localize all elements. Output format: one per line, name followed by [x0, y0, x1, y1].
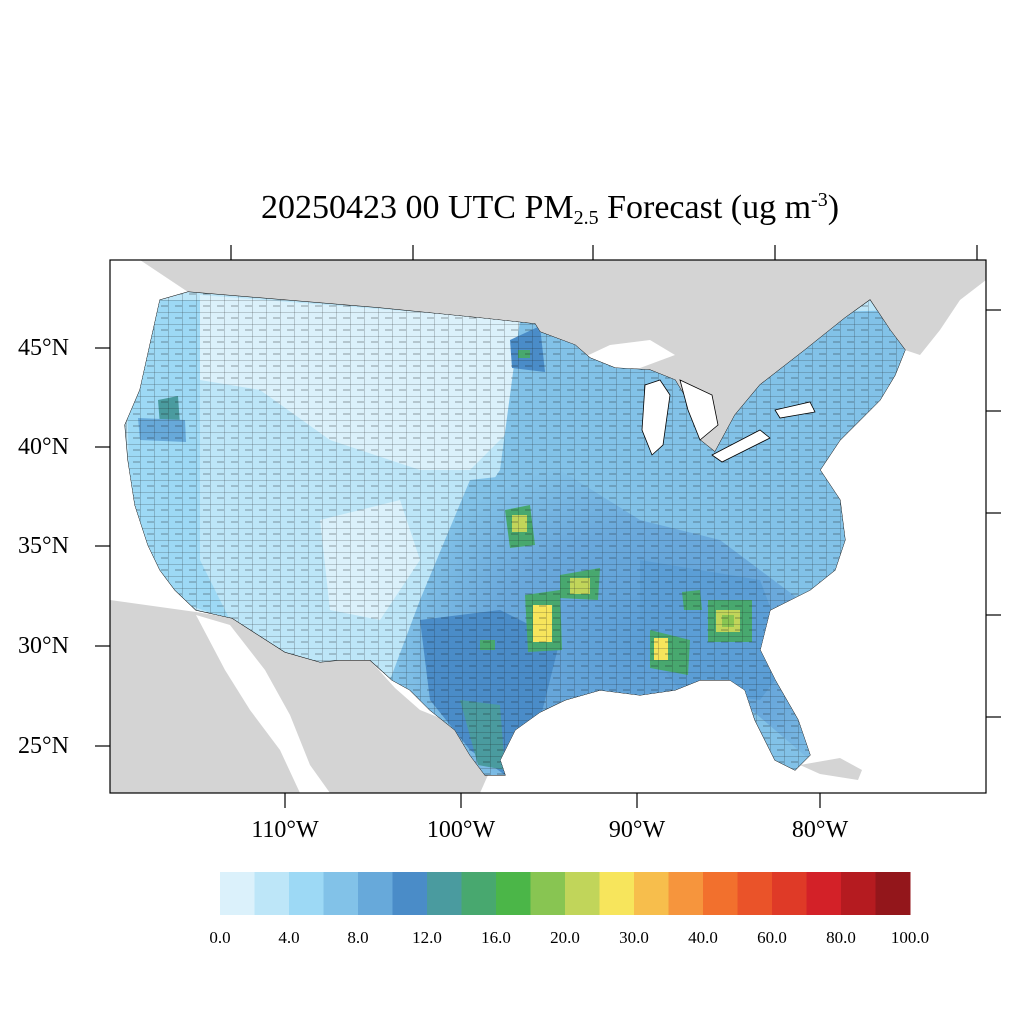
lake-michigan: [641, 379, 671, 456]
lat-label-25: 25°N: [18, 733, 69, 759]
colorbar-tick-label: 16.0: [481, 928, 511, 947]
cuba-landmass: [800, 758, 862, 780]
colorbar-swatch: [565, 872, 600, 915]
title-subscript: 2.5: [573, 207, 599, 229]
colorbar-swatch: [427, 872, 462, 915]
canada-landmass: [140, 260, 986, 452]
lat-label-40: 40°N: [18, 434, 69, 460]
colorbar-tick-label: 60.0: [757, 928, 787, 947]
colorbar-swatch: [323, 872, 359, 915]
colorbar-swatch: [358, 872, 393, 915]
lat-label-45: 45°N: [18, 335, 69, 361]
colorbar-swatches: [220, 872, 911, 915]
colorbar-swatch: [772, 872, 807, 915]
title-close: ): [827, 189, 840, 226]
colorbar-tick-label: 0.0: [209, 928, 231, 947]
tick-marks: [95, 245, 1001, 808]
title-prefix: 20250423 00 UTC PM: [260, 189, 574, 226]
lon-label-80w: 80°W: [791, 817, 849, 843]
colorbar-swatch: [392, 872, 428, 915]
colorbar-swatch: [530, 872, 566, 915]
lon-label-110w: 110°W: [251, 817, 319, 843]
colorbar-tick-label: 20.0: [550, 928, 580, 947]
title-superscript: -3: [811, 189, 828, 211]
colorbar-swatch: [496, 872, 531, 915]
lake-huron: [679, 379, 719, 441]
colorbar-swatch: [806, 872, 842, 915]
map-title: 20250423 00 UTC PM2.5 Forecast (ug m-3): [0, 186, 1024, 230]
lat-label-30: 30°N: [18, 633, 69, 659]
colorbar-swatch: [841, 872, 876, 915]
colorbar-swatch: [668, 872, 704, 915]
colorbar-tick-label: 100.0: [890, 928, 930, 947]
colorbar-tick-label: 12.0: [412, 928, 442, 947]
colorbar-tick-label: 80.0: [826, 928, 856, 947]
colorbar-tick-label: 40.0: [688, 928, 718, 947]
colorbar-swatch: [703, 872, 738, 915]
colorbar-swatch: [737, 872, 773, 915]
title-suffix: Forecast (ug m: [598, 189, 812, 226]
colorbar-swatch: [289, 872, 324, 915]
colorbar-swatch: [599, 872, 635, 915]
colorbar-swatch: [634, 872, 669, 915]
colorbar-tick-label: 8.0: [347, 928, 369, 947]
lake-erie: [711, 429, 771, 463]
great-lakes: [641, 379, 816, 463]
map-frame: [109, 259, 987, 794]
colorbar-swatch: [220, 872, 255, 915]
baja-water: [196, 615, 330, 793]
colorbar-swatch: [461, 872, 497, 915]
colorbar-swatch: [254, 872, 290, 915]
colorbar-tick-label: 30.0: [619, 928, 649, 947]
colorbar-tick-label: 4.0: [278, 928, 300, 947]
lake-ontario: [774, 401, 816, 419]
lat-label-35: 35°N: [18, 533, 69, 559]
lon-label-100w: 100°W: [426, 817, 496, 843]
colorbar-swatch: [875, 872, 911, 915]
lon-label-90w: 90°W: [608, 817, 666, 843]
mexico-landmass: [110, 600, 488, 793]
